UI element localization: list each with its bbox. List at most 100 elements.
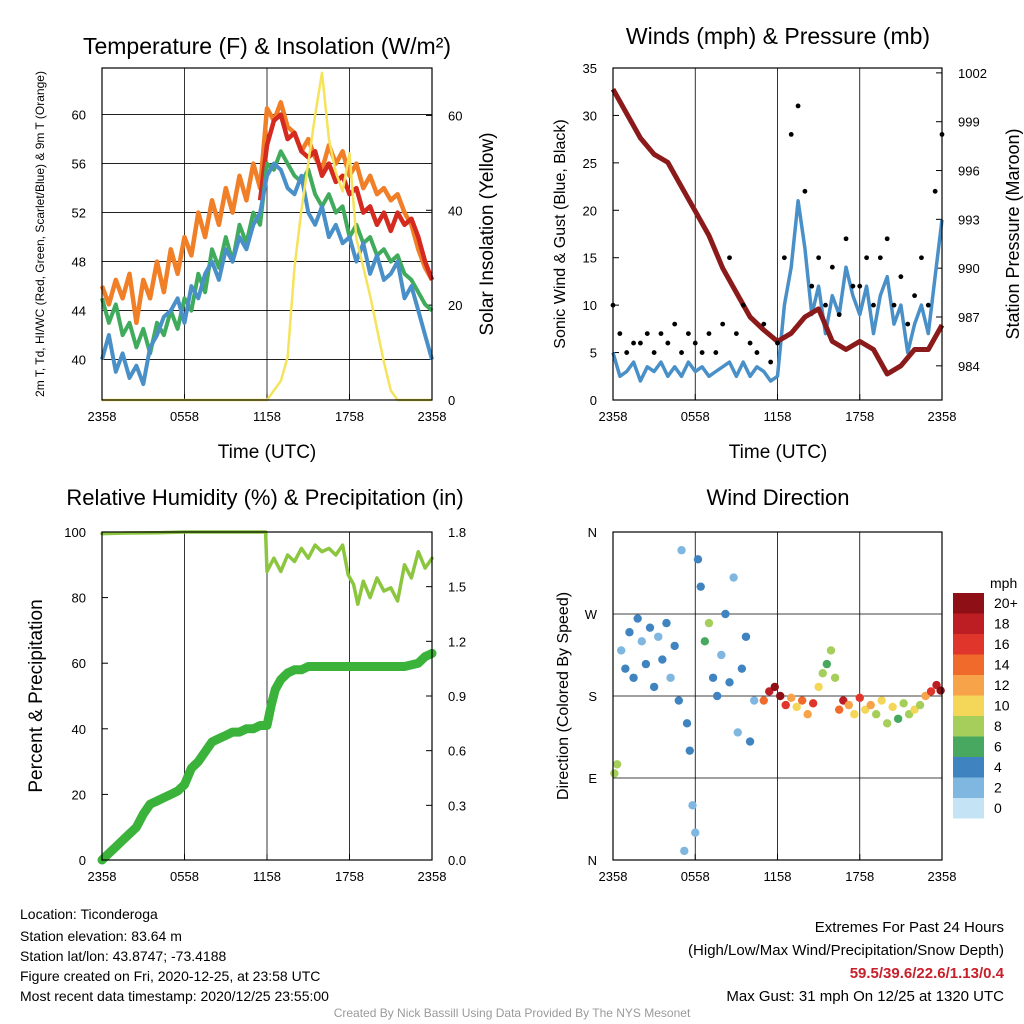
y2-tick-label: 0.6	[448, 744, 466, 759]
y2-tick-label: 60	[448, 108, 462, 123]
direction-point	[712, 691, 722, 701]
x-tick-label: 1158	[253, 409, 281, 424]
direction-point	[682, 719, 692, 728]
location-text: Location: Ticonderoga	[20, 906, 158, 922]
y-tick-label: S	[588, 689, 597, 704]
direction-point	[826, 646, 836, 655]
y2-tick-label: 993	[958, 212, 980, 227]
x-tick-label: 2358	[599, 869, 628, 884]
y2-tick-label: 996	[958, 164, 980, 179]
x-tick-label: 1158	[764, 869, 792, 884]
x-axis-label: Time (UTC)	[729, 442, 828, 463]
gust-dot	[877, 255, 883, 261]
legend-swatch	[953, 716, 984, 737]
direction-point	[733, 728, 742, 737]
legend-swatch	[953, 777, 984, 798]
direction-point	[844, 700, 853, 710]
gust-dot	[644, 331, 650, 336]
legend-label: 8	[994, 718, 1002, 734]
y-tick-label: 0	[590, 393, 597, 408]
y2-axis-label: Station Pressure (Maroon)	[1003, 128, 1023, 339]
direction-point	[866, 700, 875, 710]
gust-dot	[692, 340, 698, 346]
direction-point	[610, 769, 619, 778]
extremes-values: 59.5/39.6/22.6/1.13/0.4	[849, 965, 1004, 982]
chart-title: Relative Humidity (%) & Precipitation (i…	[66, 485, 463, 510]
extremes-legend: (High/Low/Max Wind/Precipitation/Snow De…	[688, 942, 1004, 959]
x-tick-label: 1758	[845, 869, 874, 884]
direction-point	[770, 682, 779, 692]
direction-point	[882, 719, 892, 728]
gust-dot	[720, 321, 726, 327]
gust-dot	[617, 331, 623, 336]
legend-swatch	[953, 695, 984, 716]
direction-point	[700, 637, 710, 646]
direction-point	[708, 673, 718, 682]
x-tick-label: 1758	[335, 409, 364, 424]
y2-tick-label: 987	[958, 310, 980, 325]
x-tick-label: 2358	[88, 409, 117, 424]
direction-point	[662, 618, 671, 628]
gust-dot	[740, 302, 746, 308]
gust-dot	[843, 236, 849, 242]
gust-dot	[795, 103, 801, 109]
y-tick-label: 25	[583, 156, 597, 171]
direction-point	[834, 705, 844, 714]
direction-point	[645, 623, 655, 632]
gust-dot	[829, 264, 835, 270]
y2-tick-label: 984	[958, 359, 980, 374]
legend-label: 12	[994, 677, 1010, 693]
gust-dot	[898, 274, 904, 280]
direction-point	[749, 696, 759, 705]
legend-swatch	[953, 798, 984, 819]
max-gust-text: Max Gust: 31 mph On 12/25 at 1320 UTC	[726, 988, 1004, 1005]
legend-title: mph	[990, 575, 1017, 591]
direction-point	[725, 678, 734, 687]
series-line	[102, 71, 432, 402]
y-tick-label: 5	[590, 346, 597, 361]
legend-label: 4	[994, 759, 1002, 775]
y-tick-label: 20	[583, 203, 597, 218]
series-line	[99, 100, 434, 326]
direction-point	[729, 573, 738, 582]
direction-point	[704, 618, 714, 628]
gust-dot	[884, 236, 890, 242]
x-tick-label: 2358	[88, 869, 117, 884]
y-tick-label: 100	[64, 525, 86, 540]
gust-dot	[857, 283, 863, 289]
y2-axis-label: Solar Insolation (Yellow)	[477, 132, 498, 335]
gust-dot	[665, 340, 671, 346]
y2-tick-label: 1.5	[448, 580, 466, 595]
gust-dot	[905, 321, 911, 327]
direction-point	[926, 687, 936, 696]
y2-tick-label: 1.2	[448, 634, 466, 649]
y-axis-label: Percent & Precipitation	[26, 599, 47, 792]
x-tick-label: 2358	[599, 409, 628, 424]
direction-point	[680, 846, 689, 856]
speed-legend: mph 20+ 18 16 14 12 10 8 6 4 2 0	[953, 575, 1018, 819]
direction-point	[685, 746, 694, 755]
x-tick-label: 1158	[253, 869, 281, 884]
legend-swatch	[953, 675, 984, 696]
legend-label: 0	[994, 800, 1002, 816]
series-line	[97, 648, 437, 865]
gust-dot	[658, 331, 664, 336]
gust-dot	[624, 350, 630, 355]
x-tick-label: 0558	[170, 869, 199, 884]
credit-text: Created By Nick Bassill Using Data Provi…	[333, 1006, 691, 1020]
y-tick-label: E	[588, 771, 597, 786]
created-text: Figure created on Fri, 2020-12-25, at 23…	[20, 968, 321, 984]
gust-dot	[809, 283, 815, 289]
direction-point	[670, 641, 679, 651]
legend-label: 2	[994, 780, 1002, 796]
legend-swatch	[953, 634, 984, 655]
direction-point	[629, 673, 638, 682]
legend-label: 20+	[994, 595, 1018, 611]
direction-point	[677, 546, 686, 555]
y2-tick-label: 990	[958, 261, 980, 276]
direction-point	[741, 632, 751, 641]
y2-tick-label: 1002	[958, 66, 987, 81]
gust-dot	[672, 321, 678, 327]
direction-point	[759, 696, 768, 705]
